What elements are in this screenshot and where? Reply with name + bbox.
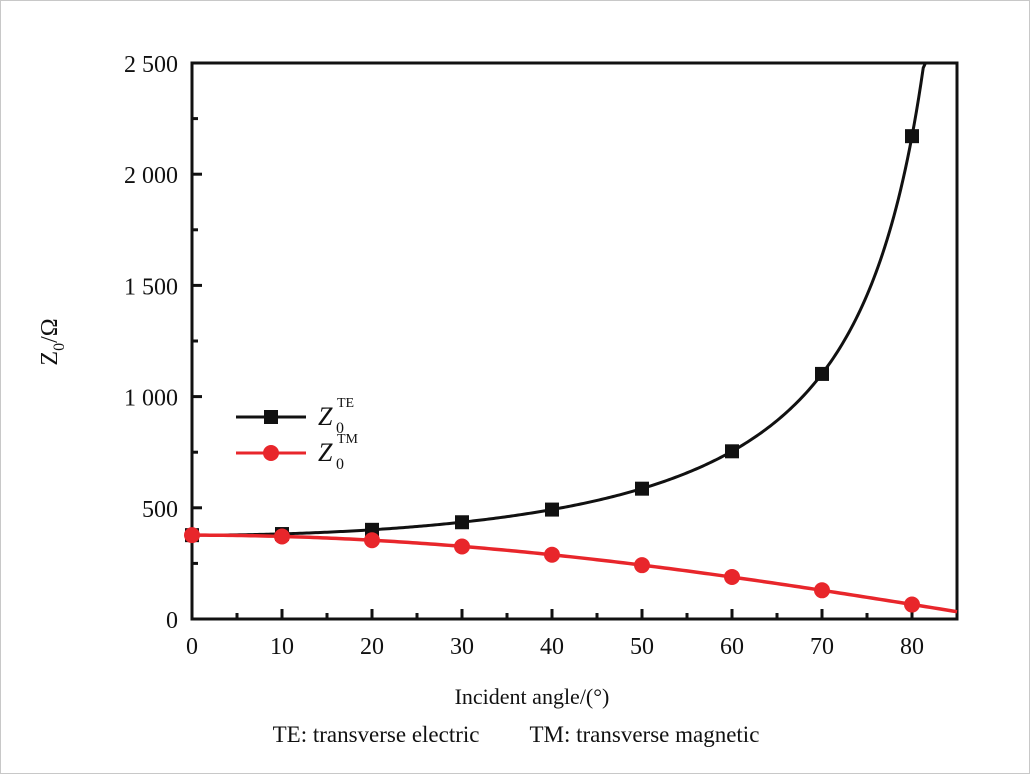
te-data-point (815, 366, 829, 381)
tm-data-point (814, 582, 830, 599)
axes: 0 10 20 30 40 50 60 70 80 0 500 1 000 1 500 2 000 2 50… (124, 52, 959, 660)
te-data-point (545, 502, 559, 517)
series-te-line (191, 62, 927, 537)
legend-te-marker (264, 410, 278, 424)
series-layer (184, 62, 958, 614)
svg-text:Z0/Ω: Z0/Ω (37, 318, 68, 365)
x-tick-label: 50 (630, 634, 654, 660)
y-axis-title-tail: /Ω (37, 318, 63, 343)
legend-tm-label: Z 0TM (318, 432, 359, 473)
x-axis-title: Incident angle/(°) (455, 684, 610, 709)
te-data-point (635, 481, 649, 496)
y-tick-label: 2 500 (124, 52, 178, 78)
caption-te: TE: transverse electric (272, 722, 480, 747)
y-tick-label: 1 000 (124, 386, 178, 412)
te-data-point (455, 515, 469, 530)
y-tick-label: 0 (166, 608, 178, 634)
y-axis-title-main: Z (37, 351, 63, 366)
x-tick-label: 10 (270, 634, 294, 660)
tm-data-point (904, 596, 920, 613)
tm-data-point (454, 538, 470, 555)
y-axis-title: Z0/Ω (37, 318, 68, 365)
x-tick-label: 20 (360, 634, 384, 660)
series-tm-line (191, 533, 958, 614)
x-tick-label: 60 (720, 634, 744, 660)
tm-data-point (634, 557, 650, 574)
x-tick-label: 30 (450, 634, 474, 660)
tm-data-point (184, 527, 200, 544)
x-tick-label: 70 (810, 634, 834, 660)
te-data-point (725, 444, 739, 459)
chart: 0 10 20 30 40 50 60 70 80 0 500 1 000 1 500 2 000 2 50… (37, 52, 959, 709)
y-tick-label: 2 000 (124, 163, 178, 189)
y-tick-label: 500 (142, 497, 178, 523)
tm-data-point (364, 532, 380, 549)
legend-tm-marker (263, 445, 279, 461)
tm-data-point (544, 546, 560, 563)
tm-data-point (724, 568, 740, 585)
legend-te-label: Z 0TE (318, 396, 354, 437)
tm-data-point (274, 528, 290, 545)
caption-tm: TM: transverse magnetic (529, 722, 760, 747)
y-tick-label: 1 500 (124, 274, 178, 300)
x-tick-label: 0 (186, 634, 198, 660)
x-tick-label: 80 (900, 634, 924, 660)
y-axis-title-sub: 0 (51, 343, 68, 351)
x-tick-label: 40 (540, 634, 564, 660)
figure-caption: TE: transverse electric TM: transverse ma… (0, 722, 1032, 748)
te-data-point (905, 129, 919, 144)
